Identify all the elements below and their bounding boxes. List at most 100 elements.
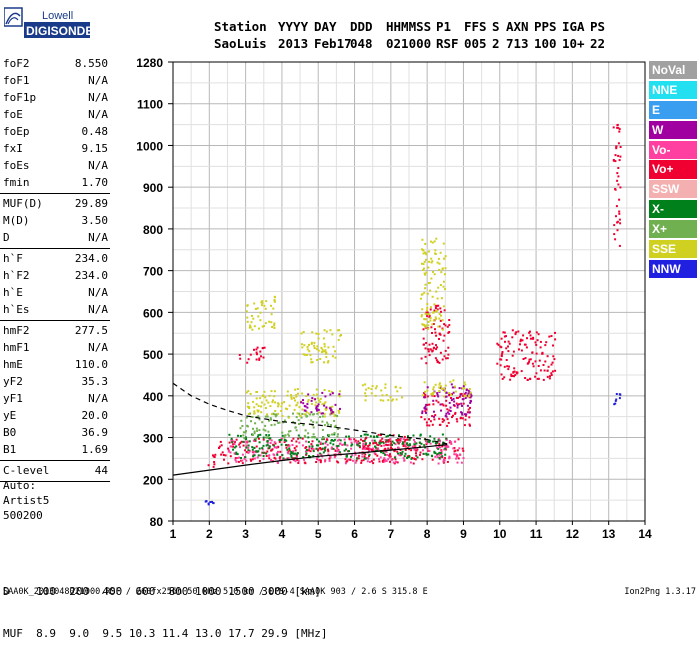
echo-point [448, 412, 451, 415]
echo-point [330, 409, 332, 412]
param-name: yE [3, 409, 17, 422]
echo-point [435, 290, 438, 293]
echo-point [619, 186, 622, 189]
echo-point [422, 263, 425, 266]
echo-point [355, 441, 358, 444]
echo-point [212, 454, 214, 457]
echo-point [406, 442, 409, 445]
echo-point [374, 387, 377, 390]
echo-point [440, 314, 442, 317]
echo-point [614, 160, 617, 163]
param-name: h`F2 [3, 269, 30, 282]
echo-point [331, 333, 334, 336]
echo-point [424, 347, 427, 350]
echo-point [354, 461, 357, 464]
echo-point [330, 447, 333, 450]
echo-point [312, 436, 315, 438]
echo-point [337, 428, 340, 430]
echo-point [461, 387, 464, 390]
echo-point [420, 314, 423, 317]
echo-point [464, 391, 467, 394]
echo-point [617, 167, 620, 169]
param-name: h`E [3, 286, 23, 299]
echo-point [402, 445, 405, 447]
echo-point [309, 450, 312, 453]
echo-point [306, 415, 309, 418]
echo-point [292, 450, 295, 453]
echo-point [546, 355, 549, 358]
echo-point [255, 437, 258, 440]
echo-point [618, 159, 621, 162]
echo-point [229, 455, 232, 458]
echo-point [423, 343, 425, 346]
echo-point [507, 368, 510, 371]
echo-point [366, 433, 369, 436]
echo-point [419, 433, 422, 436]
echo-point [223, 458, 225, 461]
echo-point [276, 453, 279, 456]
echo-point [329, 329, 332, 332]
echo-point [380, 441, 383, 444]
echo-point [259, 311, 262, 314]
echo-point [454, 390, 457, 393]
param-value: N/A [88, 91, 108, 104]
echo-point [348, 450, 350, 453]
legend-item-sse: SSE [649, 239, 697, 259]
echo-point [446, 460, 449, 463]
echo-point [265, 444, 268, 447]
echo-point [270, 449, 273, 452]
echo-point [427, 250, 430, 253]
echo-point [235, 453, 238, 455]
echo-point [444, 384, 447, 387]
echo-point [249, 324, 252, 327]
echo-point [500, 337, 503, 340]
echo-point [298, 441, 301, 444]
echo-point [415, 442, 418, 445]
echo-point [242, 431, 245, 434]
param-value: N/A [88, 159, 108, 172]
echo-point [261, 395, 264, 398]
echo-point [447, 331, 450, 334]
param-value: 234.0 [74, 269, 108, 282]
echo-point [294, 399, 296, 402]
echo-point [297, 419, 300, 422]
echo-point [299, 415, 302, 417]
echo-point [345, 448, 347, 451]
echo-point [360, 459, 363, 462]
echo-point [524, 377, 527, 379]
echo-point [424, 283, 427, 286]
echo-point [430, 277, 433, 280]
echo-point [245, 391, 248, 394]
echo-point [464, 397, 467, 399]
echo-point [320, 346, 323, 349]
echo-point [344, 443, 347, 446]
echo-point [256, 307, 259, 310]
echo-point [303, 344, 306, 347]
echo-point [404, 449, 407, 451]
echo-point [312, 450, 315, 453]
param-row: yE 20.0 [0, 407, 110, 424]
echo-point [389, 396, 392, 399]
echo-point [464, 413, 466, 416]
echo-point [433, 309, 436, 312]
echo-point [277, 405, 280, 408]
echo-point [330, 424, 332, 427]
echo-point [258, 429, 261, 432]
echo-point [295, 429, 298, 432]
echo-point [445, 399, 448, 402]
echo-point [325, 352, 328, 355]
echo-point [263, 390, 266, 393]
echo-point [429, 348, 432, 351]
echo-point [435, 317, 438, 320]
echo-point [437, 304, 440, 307]
echo-point [260, 301, 263, 304]
y-tick-label: 1100 [137, 98, 163, 112]
header-label-6: FFS [464, 19, 487, 34]
echo-point [364, 443, 367, 446]
echo-point [253, 450, 256, 453]
echo-point [468, 423, 471, 426]
echo-point [270, 321, 273, 324]
echo-point [449, 440, 451, 442]
echo-point [456, 420, 459, 423]
echo-point [432, 403, 435, 406]
